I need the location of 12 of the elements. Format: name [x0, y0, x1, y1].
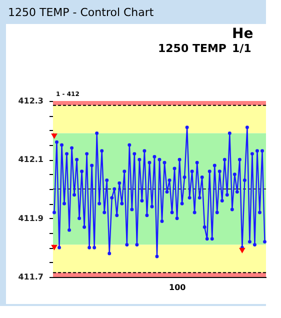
- y-tick-label: 411.7: [18, 272, 44, 282]
- point: [51, 133, 58, 139]
- chart-title: 1250 TEMP: [158, 42, 226, 55]
- y-tick-label: 412.1: [18, 155, 44, 164]
- point: [239, 248, 246, 254]
- text: 1250 TEMP - Control Chart: [8, 6, 154, 19]
- text: He: [232, 26, 254, 42]
- text: 100: [169, 283, 186, 292]
- point: [51, 244, 58, 250]
- y-tick-label: 412.3: [18, 96, 44, 106]
- text: 1/1: [232, 42, 252, 55]
- y-tick-label: 411.9: [18, 214, 44, 223]
